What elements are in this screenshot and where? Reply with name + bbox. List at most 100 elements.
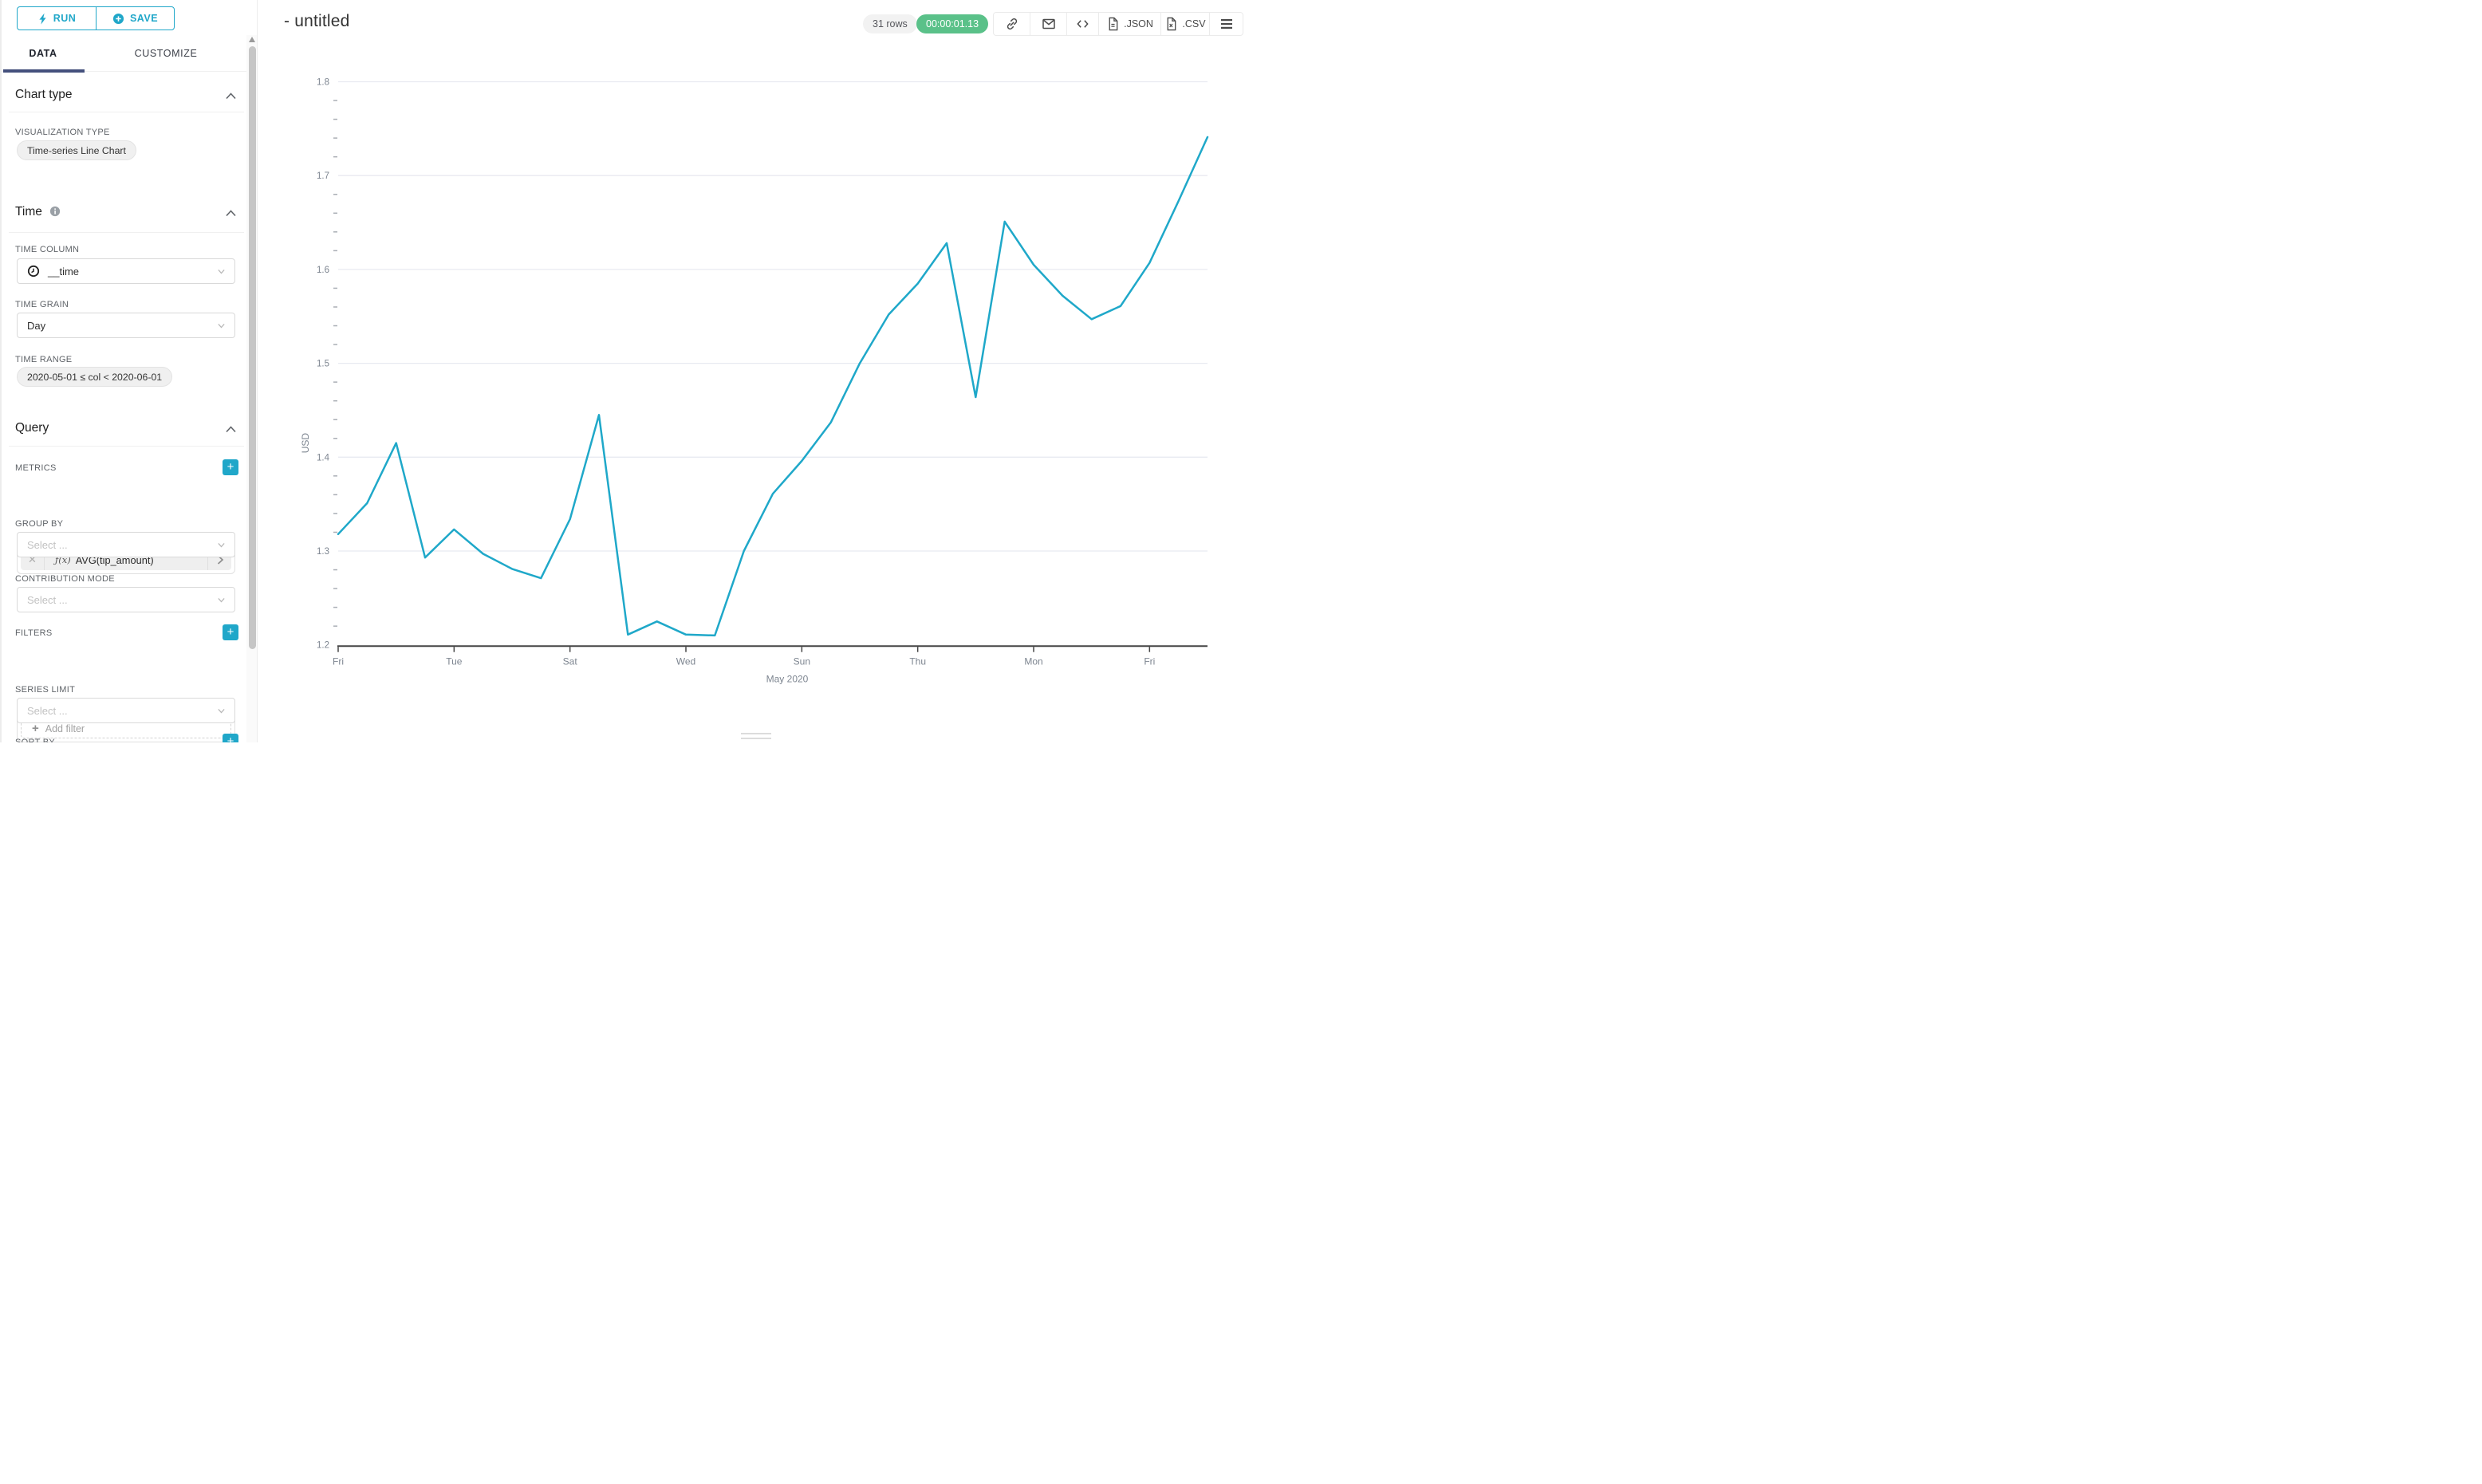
collapse-chevron-icon[interactable] [225,425,237,434]
section-divider [9,446,244,447]
clock-icon [27,265,40,278]
svg-text:Sat: Sat [563,656,578,667]
section-divider [9,232,244,233]
svg-text:1.2: 1.2 [317,641,329,651]
remove-metric-icon[interactable]: ✕ [21,549,45,570]
chart-title[interactable]: - untitled [284,12,350,30]
run-button[interactable]: RUN [17,6,97,30]
plus-circle-icon [112,13,124,24]
time-grain-select[interactable]: Day [17,313,235,338]
svg-text:Tue: Tue [446,656,463,667]
contribution-mode-placeholder: Select ... [27,593,68,606]
query-section-title: Query [15,421,49,435]
control-panel: RUN SAVE DATA CUSTOMIZE Chart type [0,0,258,742]
export-csv-button[interactable]: .CSV [1161,13,1210,35]
group-by-placeholder: Select ... [27,538,68,551]
chart-resize-handle[interactable] [741,733,771,742]
time-range-pill[interactable]: 2020-05-01 ≤ col < 2020-06-01 [17,367,173,387]
explore-page: RUN SAVE DATA CUSTOMIZE Chart type [0,0,1243,742]
row-count-badge: 31 rows [863,14,917,33]
tab-customize[interactable]: CUSTOMIZE [134,47,198,59]
chart-toolbar: .JSON .CSV [993,12,1243,36]
run-button-label: RUN [53,13,77,24]
chevron-down-icon [218,269,225,274]
chevron-down-icon [218,323,225,328]
control-panel-header: RUN SAVE [2,0,251,35]
svg-text:May 2020: May 2020 [766,674,809,685]
svg-text:Sun: Sun [794,656,810,667]
svg-text:Wed: Wed [676,656,695,667]
panel-scrollbar[interactable] [246,35,258,742]
plus-icon: + [32,722,39,735]
email-icon [1042,18,1055,30]
add-filter-plus-button[interactable]: + [223,624,238,640]
export-json-label: .JSON [1124,18,1153,30]
visualization-type-pill[interactable]: Time-series Line Chart [17,140,136,160]
run-save-button-group: RUN SAVE [17,6,175,30]
query-timer-badge: 00:00:01.13 [916,14,989,33]
time-range-label: TIME RANGE [15,355,73,364]
contribution-mode-select[interactable]: Select ... [17,587,235,612]
scrollbar-thumb[interactable] [249,46,256,649]
svg-text:1.6: 1.6 [317,266,329,275]
share-link-button[interactable] [994,13,1030,35]
save-button[interactable]: SAVE [96,6,175,30]
svg-text:1.5: 1.5 [317,360,329,369]
group-by-label: GROUP BY [15,519,64,529]
series-limit-label: SERIES LIMIT [15,685,76,695]
chart-menu-button[interactable] [1210,13,1243,35]
time-column-label: TIME COLUMN [15,245,80,254]
code-icon [1077,20,1089,28]
series-limit-select[interactable]: Select ... [17,698,235,723]
series-limit-placeholder: Select ... [27,704,68,717]
hamburger-menu-icon [1220,19,1232,29]
control-panel-body: Chart type VISUALIZATION TYPE Time-serie… [2,72,251,742]
file-json-icon [1109,17,1118,31]
lightning-icon [39,13,46,25]
chart-type-section-title: Chart type [15,88,73,101]
svg-text:Mon: Mon [1024,656,1042,667]
group-by-select[interactable]: Select ... [17,532,235,557]
embed-code-button[interactable] [1067,13,1099,35]
chart-panel: - untitled 31 rows 00:00:01.13 [257,0,1243,742]
link-icon [1007,18,1017,30]
tab-data[interactable]: DATA [29,47,57,59]
email-button[interactable] [1030,13,1067,35]
time-column-select[interactable]: __time [17,258,235,284]
collapse-chevron-icon[interactable] [225,92,237,100]
visualization-type-value: Time-series Line Chart [27,144,126,156]
time-column-value: __time [48,265,80,278]
timeseries-line-chart: 1.2 1.3 1.4 1.5 1.6 1.7 1.8 Fri Tue Sat Wed Sun Thu M… [300,78,1209,685]
filters-label: FILTERS [15,628,53,638]
add-filter-label: Add filter [45,722,85,734]
svg-text:1.7: 1.7 [317,171,329,181]
svg-text:Fri: Fri [1144,656,1155,667]
time-grain-value: Day [27,319,46,332]
svg-text:Fri: Fri [333,656,344,667]
add-metric-button[interactable]: + [223,459,238,475]
svg-text:USD: USD [300,433,311,454]
metrics-label: METRICS [15,463,57,473]
svg-text:1.8: 1.8 [317,78,329,88]
add-sort-by-button[interactable]: + [223,734,238,742]
time-section-title: Time [15,205,61,219]
info-icon [50,206,61,217]
svg-text:Thu: Thu [909,656,926,667]
time-range-value: 2020-05-01 ≤ col < 2020-06-01 [27,371,163,383]
contribution-mode-label: CONTRIBUTION MODE [15,574,115,584]
save-button-label: SAVE [129,13,159,24]
chevron-down-icon [218,597,225,602]
active-tab-indicator [3,69,85,73]
sort-by-label: SORT BY [15,738,55,742]
scrollbar-up-arrow[interactable] [249,37,255,42]
file-csv-icon [1167,17,1176,31]
svg-text:1.4: 1.4 [317,453,330,463]
visualization-type-label: VISUALIZATION TYPE [15,128,110,137]
export-csv-label: .CSV [1182,18,1206,30]
svg-text:1.3: 1.3 [317,547,329,557]
panel-tabs: DATA CUSTOMIZE [2,35,251,73]
export-json-button[interactable]: .JSON [1099,13,1161,35]
chevron-down-icon [218,708,225,713]
collapse-chevron-icon[interactable] [225,209,237,218]
time-grain-label: TIME GRAIN [15,300,69,309]
